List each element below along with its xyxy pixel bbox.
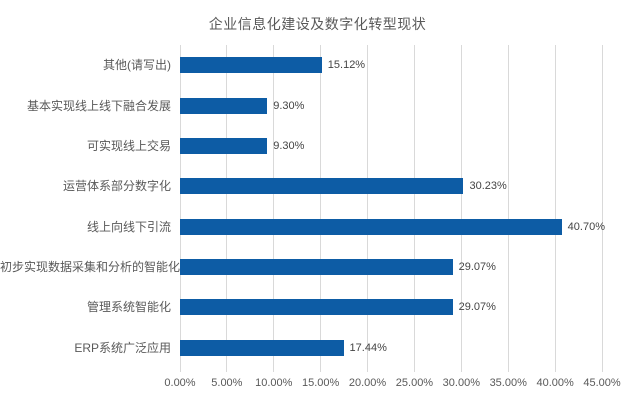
data-label: 17.44% [349, 341, 387, 354]
bar [180, 299, 453, 316]
bar [180, 178, 464, 195]
x-axis-tick-label: 30.00% [442, 377, 480, 389]
gridline [554, 45, 556, 372]
chart-title: 企业信息化建设及数字化转型现状 [208, 16, 427, 32]
bar [180, 57, 322, 74]
bar [180, 339, 344, 356]
gridline [601, 45, 603, 372]
data-label: 40.70% [567, 220, 605, 233]
data-label: 15.12% [327, 59, 366, 72]
category-label: ERP系统广泛应用 [74, 340, 171, 355]
x-axis-tick-label: 15.00% [302, 377, 340, 389]
gridline [273, 45, 275, 372]
category-label: 线上向线下引流 [86, 219, 171, 234]
category-label: 基本实现线上线下融合发展 [26, 98, 171, 113]
x-axis-tick-label: 10.00% [255, 377, 293, 389]
category-label: 初步实现数据采集和分析的智能化 [0, 260, 181, 275]
bar [180, 218, 562, 235]
category-label: 运营体系部分数字化 [62, 179, 171, 194]
data-label: 30.23% [469, 180, 507, 193]
data-label: 29.07% [458, 301, 496, 314]
bar [180, 259, 453, 276]
category-label: 其他(请写出) [103, 58, 171, 73]
gridline [460, 45, 462, 372]
x-axis-tick-label: 5.00% [211, 377, 243, 389]
category-label: 可实现线上交易 [86, 138, 171, 153]
gridline [226, 45, 228, 372]
x-axis-tick-label: 25.00% [395, 377, 434, 389]
x-axis-tick-label: 20.00% [348, 377, 387, 389]
gridline [413, 45, 415, 372]
data-label: 9.30% [273, 139, 305, 152]
bar [180, 97, 268, 114]
gridline [507, 45, 509, 372]
x-axis-tick-label: 40.00% [536, 377, 574, 389]
x-axis-tick-label: 45.00% [583, 377, 621, 389]
x-axis-tick-label: 35.00% [489, 377, 527, 389]
gridline [367, 45, 369, 372]
gridline [320, 45, 322, 372]
x-axis-tick-label: 0.00% [164, 377, 196, 389]
data-label: 29.07% [458, 261, 496, 274]
gridline [179, 45, 181, 372]
data-label: 9.30% [273, 99, 305, 112]
bar [180, 137, 268, 154]
category-label: 管理系统智能化 [86, 300, 171, 315]
